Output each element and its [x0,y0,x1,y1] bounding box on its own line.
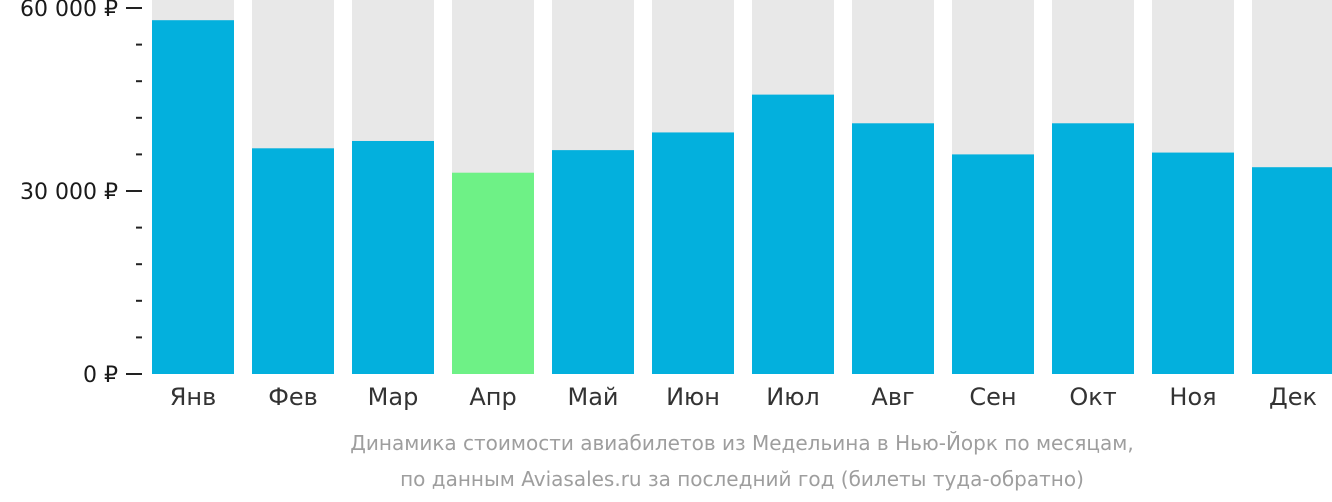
x-tick-label: Окт [1069,383,1116,411]
bar [1252,167,1332,374]
bar [652,132,734,374]
x-tick-label: Апр [469,383,516,411]
x-tick-label: Янв [170,383,217,411]
x-tick-label: Июн [666,383,720,411]
x-tick-label: Мар [368,383,419,411]
bar [452,172,534,374]
y-tick-label: 60 000 ₽ [20,0,118,22]
bar [252,148,334,374]
bar [152,20,234,374]
x-tick-label: Июл [766,383,820,411]
bar [952,154,1034,374]
x-tick-label: Авг [871,383,914,411]
x-tick-label: Фев [268,383,318,411]
chart-caption-line-2: по данным Aviasales.ru за последний год … [400,467,1084,491]
x-tick-label: Сен [969,383,1016,411]
bar [552,150,634,374]
x-tick-label: Ноя [1169,383,1216,411]
x-tick-label: Дек [1269,383,1317,411]
bar [1052,123,1134,374]
bar [852,123,934,374]
bar [352,140,434,374]
y-tick-label: 30 000 ₽ [20,180,118,205]
x-tick-label: Май [567,383,618,411]
y-tick-label: 0 ₽ [83,363,118,388]
bar [752,94,834,375]
chart-caption-line-1: Динамика стоимости авиабилетов из Медель… [350,431,1134,455]
bar [1152,152,1234,374]
